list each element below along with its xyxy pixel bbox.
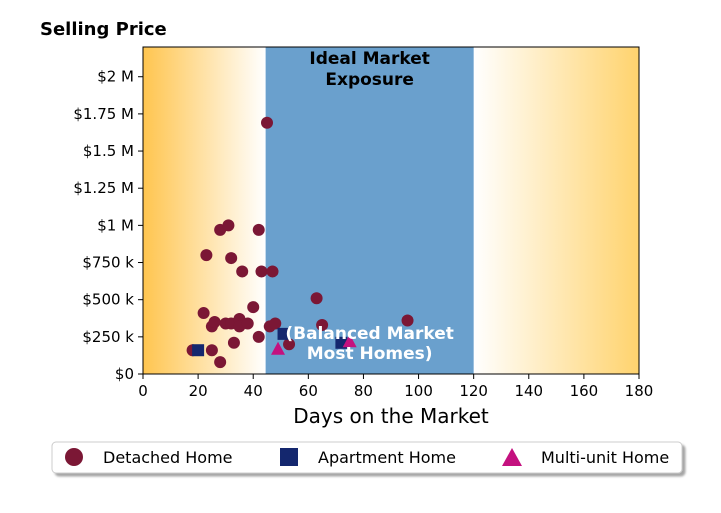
y-axis: $0 $250 k $500 k $750 k $1 M $1.25 M $1.5 M $1.… <box>73 68 143 383</box>
detached-home-point <box>401 314 414 327</box>
right-gradient-background <box>473 47 639 374</box>
detached-home-point <box>247 301 260 314</box>
detached-home-point <box>200 249 213 262</box>
multiunit-home-point <box>342 334 357 348</box>
detached-home-point <box>241 317 254 330</box>
y-tick-label: $250 k <box>82 328 134 346</box>
detached-home-point <box>255 265 268 278</box>
y-tick-label: $0 <box>115 365 134 383</box>
band-label-ideal-line2: Exposure <box>325 70 414 90</box>
y-tick-label: $500 k <box>82 291 134 309</box>
detached-home-point <box>236 265 249 278</box>
x-tick-label: 160 <box>570 382 599 400</box>
y-tick-label: $1 M <box>97 216 134 234</box>
y-tick-label: $1.75 M <box>73 105 134 123</box>
detached-home-point <box>316 318 329 331</box>
x-tick-label: 60 <box>299 382 318 400</box>
band-label-ideal-line1: Ideal Market <box>309 49 430 69</box>
apartment-home-point <box>192 344 205 357</box>
legend-label-detached: Detached Home <box>103 448 233 467</box>
x-tick-label: 40 <box>244 382 263 400</box>
detached-home-point <box>252 223 265 236</box>
detached-home-point <box>283 338 296 351</box>
detached-home-point <box>227 336 240 349</box>
detached-home-point <box>310 292 323 305</box>
detached-home-point <box>266 265 279 278</box>
x-tick-label: 20 <box>189 382 208 400</box>
multiunit-home-point <box>271 341 286 355</box>
x-tick-label: 100 <box>404 382 433 400</box>
detached-home-point <box>208 315 221 328</box>
x-tick-label: 120 <box>459 382 488 400</box>
detached-home-point <box>197 307 210 320</box>
x-axis: 0 20 40 60 80 100 120 140 160 180 <box>138 374 653 400</box>
x-tick-label: 80 <box>354 382 373 400</box>
plot-frame <box>142 46 640 375</box>
x-tick-label: 140 <box>514 382 543 400</box>
detached-home-point <box>222 219 235 232</box>
ideal-exposure-band <box>265 47 474 374</box>
x-axis-title: Days on the Market <box>293 404 489 428</box>
legend: Detached Home Apartment Home Multi-unit … <box>51 441 683 474</box>
chart-title: Selling Price <box>40 19 167 40</box>
y-tick-label: $1.25 M <box>73 179 134 197</box>
legend-marker-apartment <box>280 448 298 466</box>
band-label-balanced-line1: (Balanced Market <box>285 324 454 344</box>
legend-label-apartment: Apartment Home <box>318 448 456 467</box>
points-layer <box>186 116 414 369</box>
detached-home-point <box>269 317 282 330</box>
detached-home-point <box>214 356 227 369</box>
y-tick-label: $2 M <box>97 68 134 86</box>
x-tick-label: 180 <box>625 382 654 400</box>
apartment-home-point <box>277 327 290 340</box>
legend-label-multiunit: Multi-unit Home <box>541 448 669 467</box>
x-tick-label: 0 <box>138 382 148 400</box>
y-tick-label: $1.5 M <box>83 142 134 160</box>
detached-home-point <box>252 330 265 343</box>
y-tick-label: $750 k <box>82 254 134 272</box>
detached-home-point <box>261 116 273 129</box>
legend-marker-detached <box>65 448 83 466</box>
band-label-balanced-line2: Most Homes) <box>307 344 433 364</box>
legend-marker-multiunit <box>502 448 522 466</box>
detached-home-point <box>225 252 238 265</box>
detached-home-point <box>205 344 218 357</box>
